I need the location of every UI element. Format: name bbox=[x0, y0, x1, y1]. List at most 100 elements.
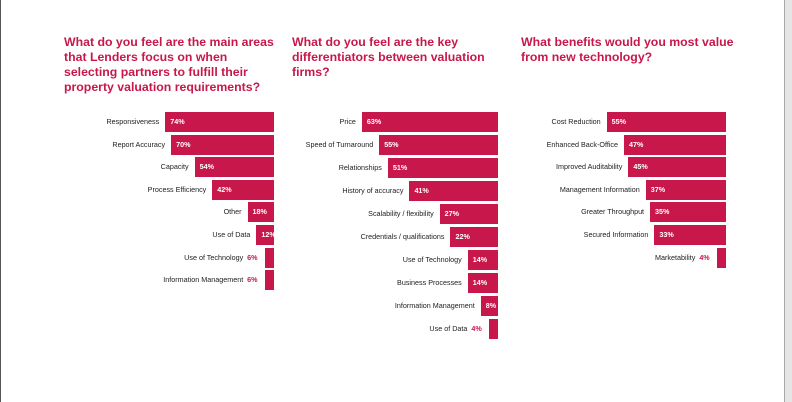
bar-row: Process Efficiency 42% bbox=[0, 179, 792, 200]
bar-row: Information Management 6% bbox=[0, 270, 792, 291]
bar bbox=[645, 179, 726, 200]
bar-value-label: 6% bbox=[247, 275, 258, 285]
bar bbox=[650, 202, 726, 223]
chart-1-title: What do you feel are the main areas that… bbox=[64, 35, 274, 94]
bar bbox=[409, 181, 498, 201]
bar-row: Information Management 8% bbox=[0, 296, 792, 316]
category-label: Scalability / flexibility bbox=[368, 209, 434, 218]
bar-row: Use of Technology 14% bbox=[0, 250, 792, 270]
bar bbox=[628, 157, 726, 178]
category-label: Capacity bbox=[160, 162, 189, 172]
bar-row: Use of Technology 6% bbox=[0, 247, 792, 268]
bar-value-label: 18% bbox=[252, 207, 267, 217]
bar-value-label: 74% bbox=[170, 117, 185, 126]
bar-row: History of accuracy 41% bbox=[0, 181, 792, 201]
bar-row: Marketability 4% bbox=[0, 247, 792, 268]
category-label: Price bbox=[339, 117, 356, 126]
bar-row: Capacity 54% bbox=[0, 157, 792, 178]
category-label: Use of Data bbox=[212, 230, 251, 239]
bar bbox=[480, 296, 498, 316]
bar bbox=[654, 225, 726, 245]
category-label: Responsiveness bbox=[106, 117, 160, 126]
category-label: Use of Data bbox=[429, 324, 468, 333]
bar bbox=[489, 319, 498, 339]
chart-2-title: What do you feel are the key differentia… bbox=[292, 35, 485, 79]
bar bbox=[171, 134, 274, 155]
bar bbox=[361, 112, 498, 132]
bar-value-label: 45% bbox=[633, 162, 648, 172]
category-label: Greater Throughput bbox=[581, 207, 645, 217]
bar-value-label: 55% bbox=[611, 117, 627, 126]
bar-value-label: 63% bbox=[366, 117, 382, 126]
bar bbox=[165, 112, 274, 132]
category-label: Use of Technology bbox=[402, 255, 462, 264]
bar-value-label: 37% bbox=[650, 184, 666, 194]
bar-value-label: 35% bbox=[655, 207, 670, 217]
bar-row: Improved Auditability 45% bbox=[0, 157, 792, 178]
bar-value-label: 8% bbox=[485, 301, 497, 310]
bar-value-label: 6% bbox=[247, 252, 258, 262]
bar-row: Report Accuracy 70% bbox=[0, 134, 792, 155]
bar-row: Credentials / qualifications 22% bbox=[0, 227, 792, 247]
category-label: Business Processes bbox=[397, 278, 462, 287]
bar bbox=[467, 250, 498, 270]
bar-value-label: 22% bbox=[455, 232, 470, 241]
bar bbox=[387, 158, 498, 178]
bar bbox=[624, 134, 726, 155]
bar-row: Secured Information 33% bbox=[0, 225, 792, 245]
bar-value-label: 14% bbox=[472, 255, 488, 264]
category-label: Relationships bbox=[338, 163, 382, 172]
category-label: Information Management bbox=[163, 275, 244, 285]
category-label: History of accuracy bbox=[342, 186, 404, 195]
bar-value-label: 54% bbox=[199, 162, 214, 172]
bar bbox=[256, 225, 274, 245]
bar-value-label: 27% bbox=[444, 209, 460, 218]
bar-value-label: 51% bbox=[392, 163, 408, 172]
bar-value-label: 12% bbox=[261, 230, 276, 239]
bar-row: Use of Data 4% bbox=[0, 319, 792, 339]
bar-value-label: 41% bbox=[414, 186, 429, 195]
bar bbox=[717, 247, 726, 268]
bar-value-label: 4% bbox=[699, 252, 710, 262]
bar bbox=[194, 157, 274, 178]
category-label: Report Accuracy bbox=[112, 139, 166, 149]
bar bbox=[606, 112, 726, 132]
category-label: Cost Reduction bbox=[551, 117, 601, 126]
bar-row: Management Information 37% bbox=[0, 179, 792, 200]
category-label: Process Efficiency bbox=[147, 184, 207, 194]
category-label: Speed of Turnaround bbox=[305, 140, 374, 149]
bar bbox=[439, 204, 498, 224]
bar-row: Enhanced Back-Office 47% bbox=[0, 134, 792, 155]
category-label: Use of Technology bbox=[184, 252, 244, 262]
bar-row: Cost Reduction 55% bbox=[0, 112, 792, 132]
bar-row: Speed of Turnaround 55% bbox=[0, 135, 792, 155]
scrollbar[interactable] bbox=[784, 0, 792, 402]
bar-value-label: 47% bbox=[629, 139, 644, 149]
bar-value-label: 14% bbox=[472, 278, 488, 287]
bar-row: Responsiveness 74% bbox=[0, 112, 792, 132]
bar-row: Scalability / flexibility 27% bbox=[0, 204, 792, 224]
bar bbox=[450, 227, 498, 247]
bar bbox=[212, 179, 274, 200]
bar-row: Relationships 51% bbox=[0, 158, 792, 178]
category-label: Marketability bbox=[654, 252, 696, 262]
bar-value-label: 33% bbox=[659, 230, 674, 239]
chart-3-title: What benefits would you most value from … bbox=[521, 35, 734, 64]
bar-value-label: 4% bbox=[471, 324, 482, 333]
page-left-border bbox=[0, 0, 1, 402]
category-label: Enhanced Back-Office bbox=[546, 139, 619, 149]
bar-row: Other 18% bbox=[0, 202, 792, 223]
bar bbox=[247, 202, 274, 223]
bar bbox=[379, 135, 498, 155]
bar-row: Use of Data 12% bbox=[0, 225, 792, 245]
bar-row: Price 63% bbox=[0, 112, 792, 132]
bar-value-label: 70% bbox=[176, 139, 191, 149]
category-label: Credentials / qualifications bbox=[360, 232, 445, 241]
bar bbox=[467, 273, 498, 293]
category-label: Information Management bbox=[394, 301, 475, 310]
bar-row: Business Processes 14% bbox=[0, 273, 792, 293]
bar bbox=[265, 247, 274, 268]
